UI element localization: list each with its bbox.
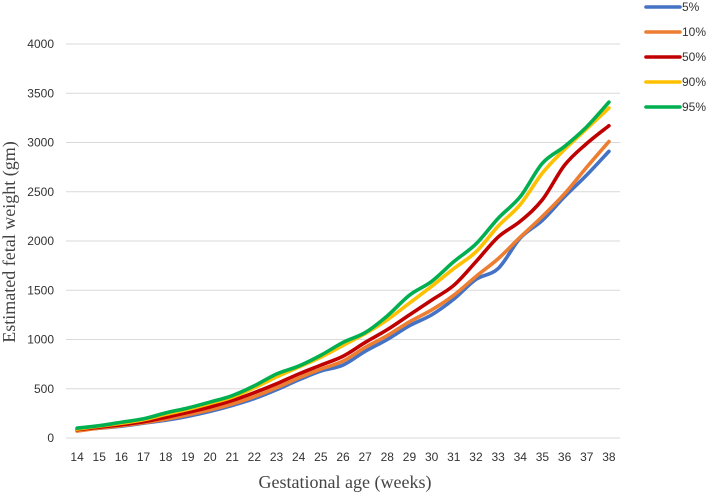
y-tick-label: 1500 <box>27 283 54 297</box>
y-tick-label: 1000 <box>27 333 54 347</box>
y-tick-label: 500 <box>34 382 54 396</box>
x-tick-label: 32 <box>469 450 483 464</box>
x-tick-label: 37 <box>580 450 594 464</box>
series-line-90pct <box>75 106 611 431</box>
x-tick-label: 30 <box>425 450 439 464</box>
y-tick-label: 3500 <box>27 86 54 100</box>
x-tick-label: 29 <box>403 450 417 464</box>
x-tick-label: 19 <box>181 450 195 464</box>
y-tick-label: 0 <box>47 431 54 445</box>
x-tick-label: 35 <box>536 450 550 464</box>
legend-label: 5% <box>682 0 700 14</box>
x-tick-label: 23 <box>270 450 284 464</box>
x-tick-label: 26 <box>336 450 350 464</box>
x-tick-label: 14 <box>70 450 84 464</box>
legend-label: 50% <box>682 50 706 64</box>
x-tick-label: 17 <box>137 450 151 464</box>
x-tick-label: 31 <box>447 450 461 464</box>
y-tick-label: 4000 <box>27 37 54 51</box>
x-tick-label: 28 <box>381 450 395 464</box>
y-axis-ticks: 0 500 1000 1500 2000 2500 3000 3500 4000 <box>27 37 54 445</box>
y-tick-label: 2500 <box>27 185 54 199</box>
x-tick-label: 33 <box>491 450 505 464</box>
x-tick-label: 25 <box>314 450 328 464</box>
legend-label: 90% <box>682 75 706 89</box>
y-tick-label: 3000 <box>27 136 54 150</box>
legend: 5% 10% 50% 90% 95% <box>644 0 706 114</box>
legend-label: 95% <box>682 100 706 114</box>
x-tick-label: 18 <box>159 450 173 464</box>
x-tick-label: 36 <box>558 450 572 464</box>
series-line-50pct <box>75 123 611 432</box>
x-tick-label: 21 <box>226 450 240 464</box>
x-tick-label: 38 <box>602 450 616 464</box>
x-tick-label: 34 <box>514 450 528 464</box>
gridlines <box>66 43 620 439</box>
series-line-10pct <box>75 139 611 433</box>
x-tick-label: 24 <box>292 450 306 464</box>
series-lines <box>75 100 611 433</box>
y-tick-label: 2000 <box>27 234 54 248</box>
x-axis-ticks: 14 15 16 17 18 19 20 21 22 23 24 25 26 27 28 29 30 31 32 33… <box>70 450 616 464</box>
x-tick-label: 16 <box>115 450 129 464</box>
x-axis-title: Gestational age (weeks) <box>259 472 432 493</box>
x-tick-label: 20 <box>203 450 217 464</box>
legend-label: 10% <box>682 25 706 39</box>
x-tick-label: 15 <box>93 450 107 464</box>
series-line-95pct <box>75 100 611 430</box>
x-tick-label: 22 <box>248 450 262 464</box>
x-tick-label: 27 <box>358 450 372 464</box>
y-axis-title: Estimated fetal weight (gm) <box>0 141 20 342</box>
